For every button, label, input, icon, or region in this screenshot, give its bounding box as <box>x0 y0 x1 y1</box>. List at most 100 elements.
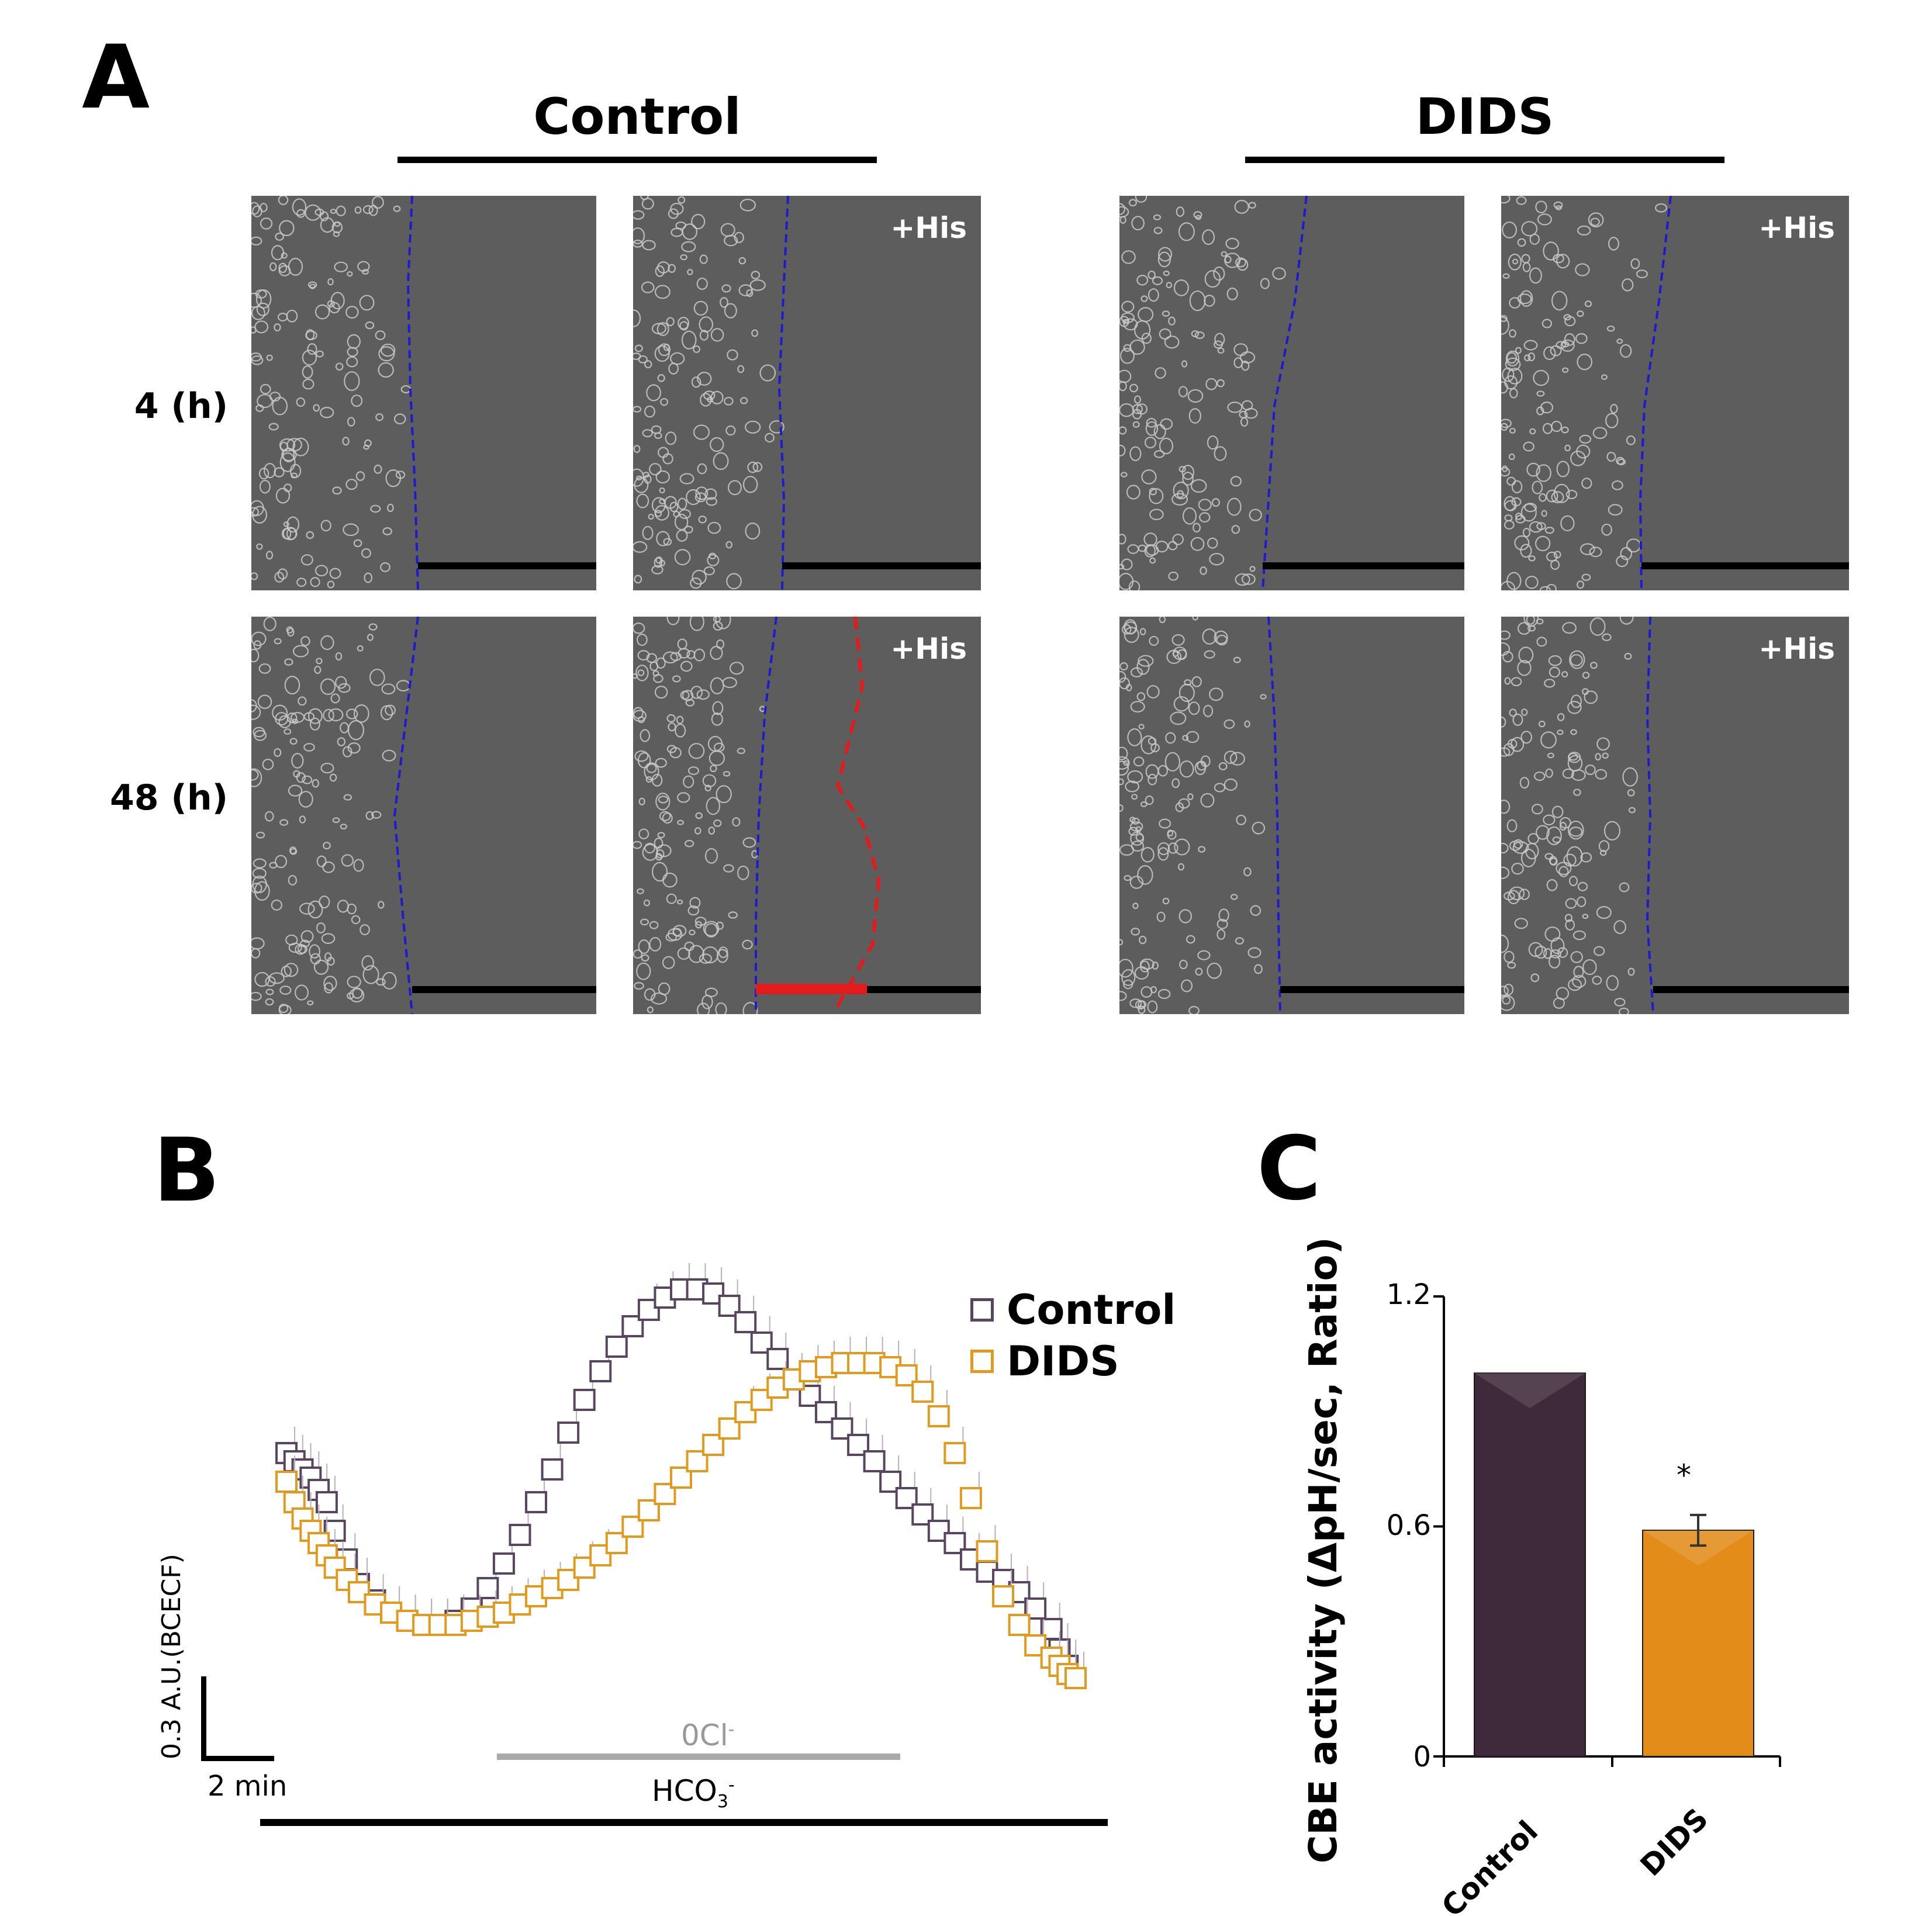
cell <box>385 469 402 487</box>
cell <box>644 842 655 854</box>
bar-highlight-control <box>1474 1373 1585 1409</box>
cell <box>262 759 274 770</box>
cell <box>680 660 693 672</box>
cell <box>765 433 775 443</box>
cell <box>1520 731 1533 744</box>
cell <box>676 715 684 724</box>
cell <box>1163 270 1170 276</box>
cell <box>724 396 734 406</box>
cell <box>1128 580 1140 590</box>
trace-point-control <box>702 1282 725 1305</box>
trace-point-dids <box>976 1540 998 1562</box>
cell <box>685 698 695 707</box>
cell <box>1501 842 1509 854</box>
cell <box>1514 535 1530 551</box>
cell <box>706 497 718 506</box>
cell <box>274 467 285 478</box>
cell <box>654 686 668 699</box>
leading-edge-line <box>406 196 419 590</box>
cell <box>302 365 313 379</box>
cell <box>362 965 379 984</box>
cell <box>1122 624 1132 635</box>
cell <box>269 262 277 272</box>
cell <box>680 254 687 261</box>
cell <box>1501 934 1509 953</box>
cell <box>746 289 754 298</box>
cell <box>710 328 724 342</box>
cell <box>1523 354 1531 362</box>
micrograph-background <box>1501 617 1849 1014</box>
cell <box>1157 842 1170 856</box>
cell <box>1132 902 1139 909</box>
cell <box>681 241 696 253</box>
cell <box>254 320 269 334</box>
cell <box>380 343 396 357</box>
cell <box>699 953 713 964</box>
cell <box>251 202 260 215</box>
cell <box>1627 967 1635 976</box>
cell <box>351 915 361 925</box>
cell <box>1241 573 1256 585</box>
cell <box>655 470 670 484</box>
cell <box>1138 1000 1147 1009</box>
cell <box>292 645 309 658</box>
cell <box>1538 720 1546 728</box>
cell <box>1167 541 1178 551</box>
cell <box>1501 316 1509 335</box>
cell <box>314 665 322 674</box>
cell <box>1216 379 1225 388</box>
cell <box>710 765 717 773</box>
cell <box>710 677 724 694</box>
cell <box>353 704 369 723</box>
cell <box>327 278 334 286</box>
cell <box>375 413 384 421</box>
trace-point-control <box>492 1552 515 1575</box>
cell <box>1536 464 1551 482</box>
cell <box>1501 315 1508 322</box>
cell <box>312 779 319 788</box>
cell <box>1153 450 1165 458</box>
cell <box>1131 841 1145 852</box>
cell <box>284 728 292 735</box>
cell <box>722 677 737 689</box>
cell <box>305 330 317 340</box>
cell <box>1233 656 1241 663</box>
cell <box>260 383 271 395</box>
cell <box>1568 752 1578 761</box>
cell <box>1557 947 1568 958</box>
cell <box>302 775 313 784</box>
cell <box>678 316 690 330</box>
cell <box>1516 196 1527 205</box>
cell <box>699 316 714 333</box>
cell <box>255 289 272 309</box>
cell <box>1218 762 1228 770</box>
cell <box>1121 250 1136 264</box>
cell <box>1546 826 1562 845</box>
cell <box>289 738 298 745</box>
cell <box>364 572 373 583</box>
cell <box>1602 633 1612 641</box>
cell <box>1517 622 1531 635</box>
leading-edge-line <box>1267 617 1281 1014</box>
cell <box>1119 746 1128 760</box>
cell <box>1121 969 1136 986</box>
trace-point-dids <box>275 1471 298 1493</box>
cell <box>1126 485 1140 500</box>
cell <box>281 528 292 539</box>
cell <box>298 696 307 706</box>
cell <box>278 265 291 276</box>
cell <box>679 321 689 331</box>
cell <box>649 921 659 929</box>
cell <box>286 626 293 634</box>
cell <box>1608 237 1619 251</box>
cell <box>1167 829 1174 837</box>
cell <box>365 321 375 330</box>
cell <box>269 862 278 869</box>
cell <box>1139 958 1155 970</box>
cell <box>642 525 654 540</box>
scale-x-label: 2 min <box>208 1770 288 1803</box>
cell <box>1521 221 1538 237</box>
cell <box>1136 275 1149 286</box>
cell <box>274 748 282 757</box>
micrograph-drawing <box>633 196 981 590</box>
